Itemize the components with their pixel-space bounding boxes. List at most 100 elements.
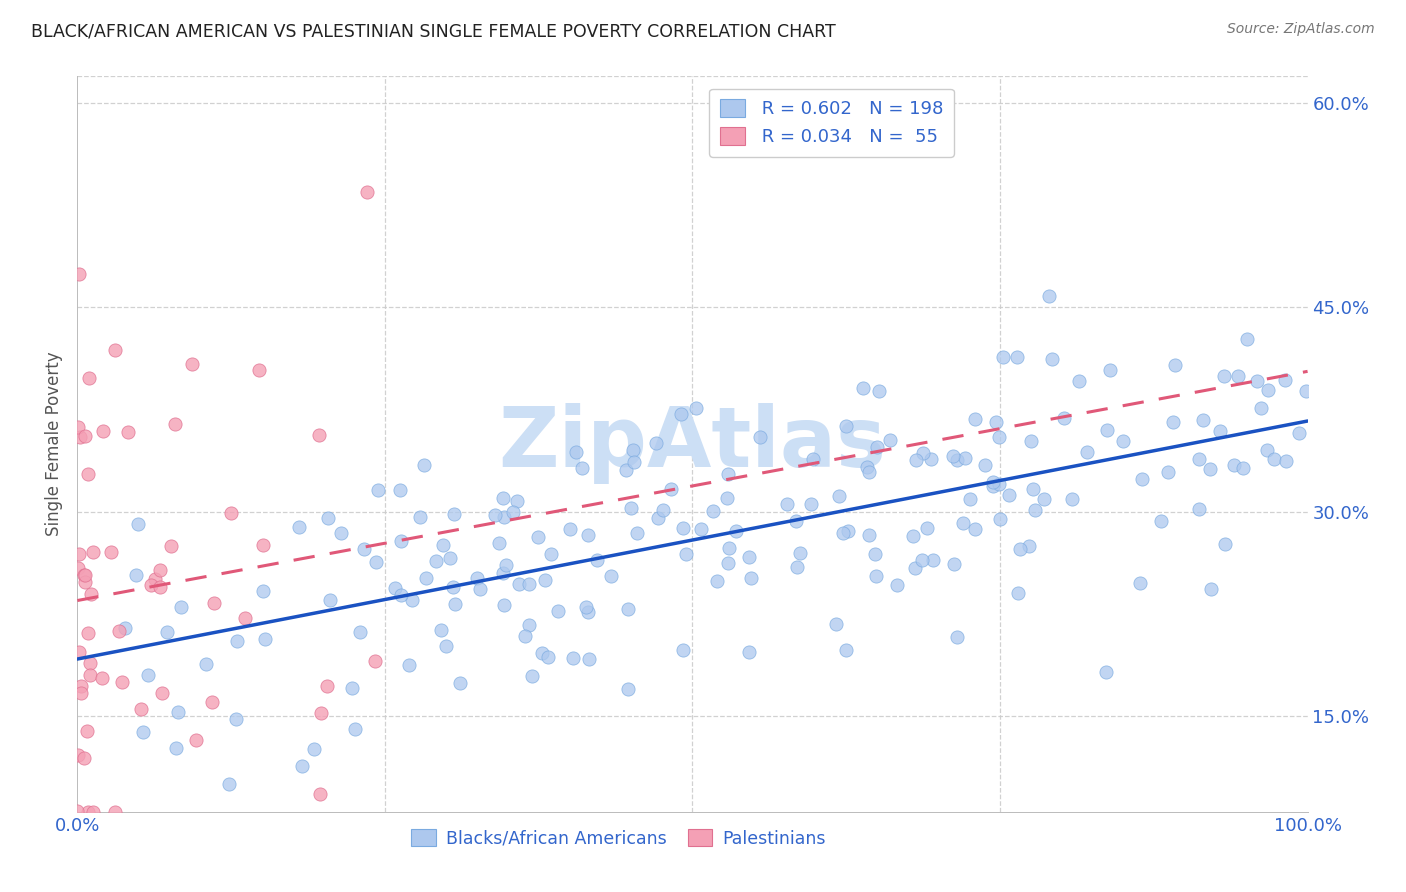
Point bbox=[156, 624, 179, 639]
Point bbox=[1053, 411, 1076, 425]
Point bbox=[1098, 362, 1121, 376]
Point bbox=[1246, 375, 1268, 389]
Point bbox=[672, 521, 695, 535]
Point bbox=[558, 522, 581, 536]
Point bbox=[76, 723, 98, 738]
Point bbox=[534, 573, 557, 587]
Point bbox=[689, 522, 711, 536]
Point bbox=[254, 632, 277, 646]
Point bbox=[291, 759, 314, 773]
Point bbox=[586, 552, 609, 566]
Point bbox=[858, 465, 880, 479]
Point bbox=[66, 419, 89, 434]
Point bbox=[626, 526, 648, 541]
Point bbox=[988, 512, 1011, 526]
Point bbox=[160, 539, 183, 553]
Point bbox=[561, 650, 583, 665]
Point bbox=[599, 568, 621, 582]
Point bbox=[621, 442, 644, 457]
Point bbox=[470, 582, 492, 596]
Point bbox=[73, 568, 96, 582]
Point bbox=[717, 467, 740, 482]
Point bbox=[671, 408, 693, 422]
Point bbox=[1094, 665, 1116, 680]
Point bbox=[502, 505, 524, 519]
Point bbox=[225, 712, 247, 726]
Point bbox=[218, 777, 240, 791]
Point bbox=[430, 624, 453, 638]
Point bbox=[149, 563, 172, 577]
Point bbox=[344, 723, 367, 737]
Point bbox=[1223, 458, 1246, 472]
Point bbox=[517, 617, 540, 632]
Point bbox=[738, 644, 761, 658]
Point bbox=[991, 350, 1014, 364]
Point bbox=[67, 645, 90, 659]
Point bbox=[73, 428, 96, 442]
Point bbox=[1209, 424, 1232, 438]
Point bbox=[73, 575, 96, 590]
Point bbox=[652, 503, 675, 517]
Point bbox=[492, 599, 515, 613]
Point bbox=[398, 657, 420, 672]
Legend: Blacks/African Americans, Palestinians: Blacks/African Americans, Palestinians bbox=[405, 822, 832, 855]
Point bbox=[104, 343, 127, 358]
Point bbox=[150, 686, 173, 700]
Point bbox=[965, 522, 987, 536]
Point bbox=[785, 514, 807, 528]
Point bbox=[517, 576, 540, 591]
Point bbox=[1129, 575, 1152, 590]
Point bbox=[443, 508, 465, 522]
Point bbox=[1188, 501, 1211, 516]
Point bbox=[1097, 423, 1119, 437]
Point bbox=[114, 622, 136, 636]
Point bbox=[252, 584, 274, 599]
Point bbox=[617, 602, 640, 616]
Point bbox=[76, 626, 98, 640]
Point bbox=[1032, 491, 1054, 506]
Point bbox=[1021, 482, 1043, 496]
Point bbox=[866, 440, 889, 454]
Point bbox=[82, 545, 104, 559]
Point bbox=[356, 185, 378, 199]
Point bbox=[233, 611, 256, 625]
Point bbox=[434, 640, 457, 654]
Point bbox=[706, 574, 728, 588]
Point bbox=[837, 524, 859, 538]
Point bbox=[67, 267, 90, 281]
Point bbox=[138, 668, 160, 682]
Point bbox=[571, 461, 593, 475]
Point bbox=[800, 497, 823, 511]
Point bbox=[578, 605, 600, 619]
Point bbox=[946, 452, 969, 467]
Point bbox=[1112, 434, 1135, 448]
Point bbox=[576, 528, 599, 542]
Point bbox=[1263, 452, 1285, 467]
Point bbox=[316, 679, 339, 693]
Point bbox=[129, 702, 152, 716]
Point bbox=[856, 460, 879, 475]
Point bbox=[180, 357, 202, 371]
Point bbox=[1161, 415, 1184, 429]
Point bbox=[70, 679, 93, 693]
Point bbox=[775, 497, 797, 511]
Point bbox=[825, 617, 848, 632]
Point bbox=[508, 576, 530, 591]
Point bbox=[67, 561, 90, 575]
Point bbox=[531, 646, 554, 660]
Point bbox=[645, 436, 668, 450]
Point bbox=[401, 593, 423, 607]
Point bbox=[107, 624, 129, 639]
Point bbox=[76, 805, 98, 819]
Point bbox=[247, 363, 270, 377]
Point bbox=[76, 467, 98, 482]
Point bbox=[384, 581, 406, 595]
Point bbox=[316, 510, 339, 524]
Point bbox=[1163, 359, 1185, 373]
Point bbox=[329, 525, 352, 540]
Point bbox=[835, 642, 858, 657]
Point bbox=[1213, 369, 1236, 384]
Point bbox=[1295, 384, 1317, 398]
Point bbox=[163, 417, 186, 431]
Point bbox=[1188, 452, 1211, 467]
